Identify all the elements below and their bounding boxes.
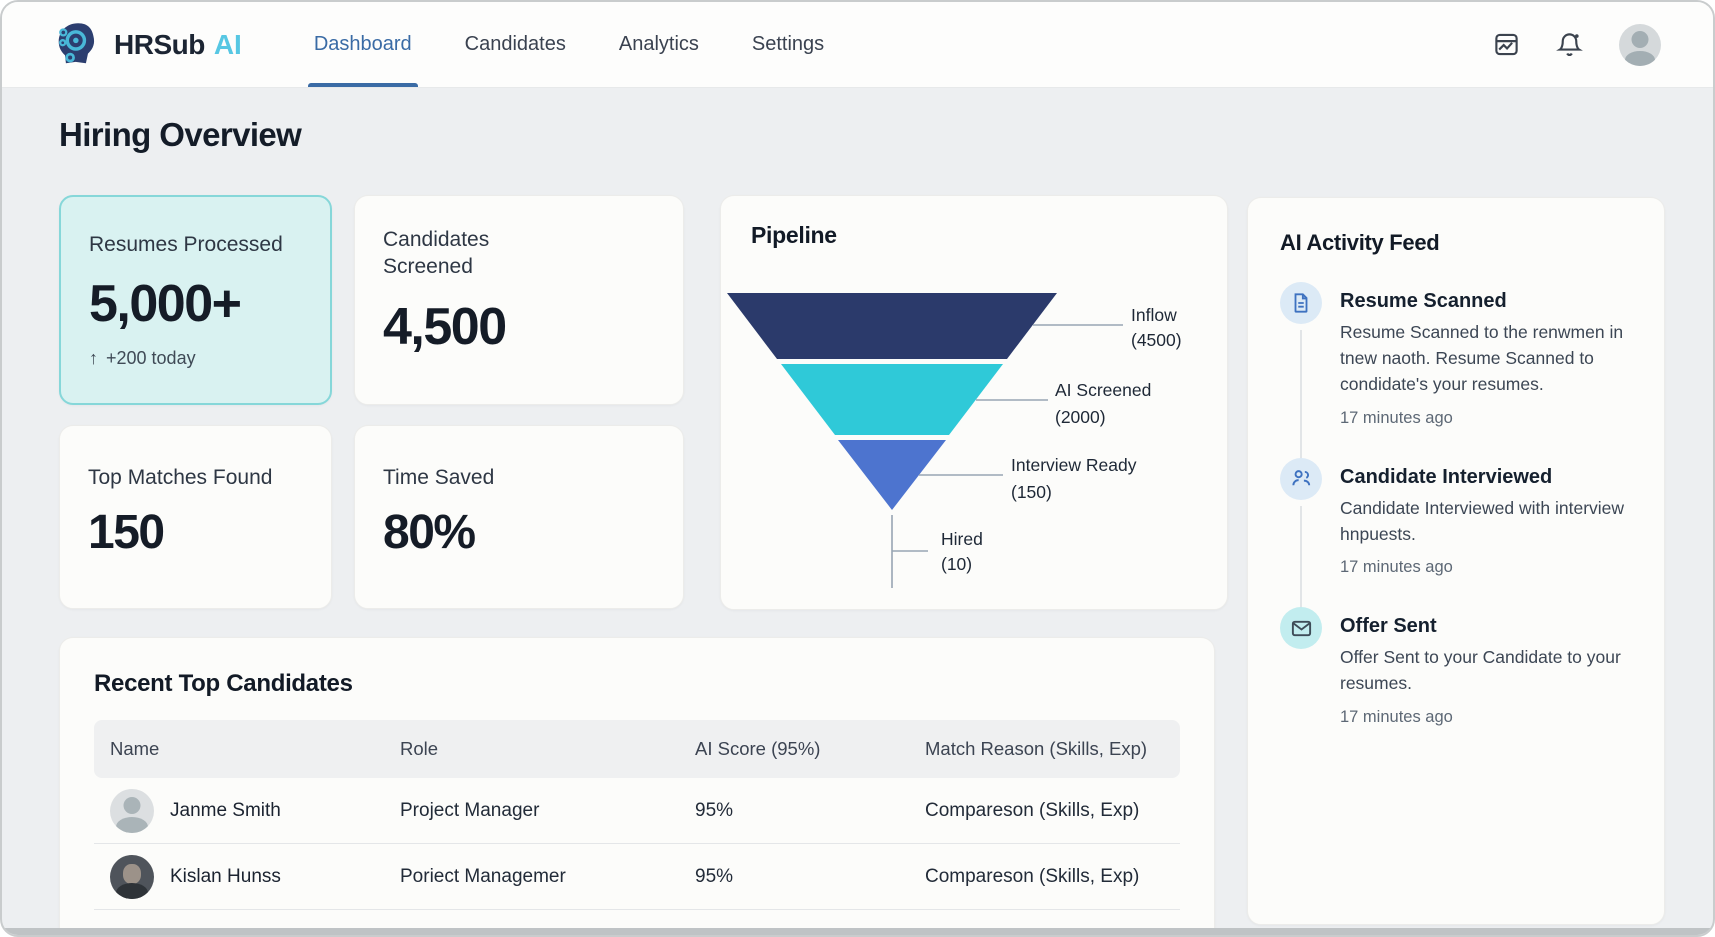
image-icon[interactable] xyxy=(1493,31,1520,58)
feed-item-resume-scanned[interactable]: Resume Scanned Resume Scanned to the ren… xyxy=(1280,282,1632,494)
funnel-stage-inflow[interactable] xyxy=(727,293,1057,359)
feed-item-candidate-interviewed[interactable]: Candidate Interviewed Candidate Intervie… xyxy=(1280,457,1632,644)
feed-item-offer-sent[interactable]: Offer Sent Offer Sent to your Candidate … xyxy=(1280,607,1632,757)
candidate-reason: Compareson (Skills, Exp) xyxy=(925,865,1140,887)
pipeline-card: Pipeline Inflow (4500) AI Screened (2000… xyxy=(720,195,1228,610)
stat-delta-text: +200 today xyxy=(106,348,196,369)
candidate-name: Kislan Hunss xyxy=(170,865,281,887)
feed-item-timestamp: 17 minutes ago xyxy=(1340,408,1453,427)
bell-icon[interactable] xyxy=(1556,31,1583,58)
stat-card-top-matches[interactable]: Top Matches Found 150 xyxy=(59,425,332,609)
funnel-value-inflow: (4500) xyxy=(1131,330,1182,350)
mail-icon xyxy=(1280,607,1322,650)
nav-tab-settings[interactable]: Settings xyxy=(751,33,825,55)
nav-tab-candidates[interactable]: Candidates xyxy=(464,33,566,55)
trend-up-icon: ↑ xyxy=(89,348,98,369)
nav-right xyxy=(1493,23,1661,66)
feed-item-description: Offer Sent to your Candidate to your res… xyxy=(1340,647,1621,694)
top-nav: HRSub AI Dashboard Candidates Analytics S… xyxy=(2,2,1713,88)
funnel-label-hired: Hired xyxy=(941,529,983,549)
candidate-avatar xyxy=(110,854,154,899)
brand-suffix-text: AI xyxy=(213,28,242,60)
funnel-stage-interview-ready[interactable] xyxy=(838,440,946,510)
activity-feed-card: AI Activity Feed Resume Scanned Resume S… xyxy=(1247,197,1665,925)
funnel-label-inflow: Inflow xyxy=(1131,305,1177,325)
stat-value: 4,500 xyxy=(383,297,507,356)
stat-value: 150 xyxy=(88,506,165,560)
main-nav: Dashboard Candidates Analytics Settings xyxy=(307,2,825,87)
candidate-role: Project Manager xyxy=(400,799,540,821)
stat-value: 5,000+ xyxy=(89,275,242,334)
pipeline-title: Pipeline xyxy=(751,222,837,248)
candidate-name: Janme Smith xyxy=(170,799,281,821)
funnel-label-interview-ready: Interview Ready xyxy=(1011,455,1137,475)
page-title: Hiring Overview xyxy=(59,116,302,153)
funnel-label-ai-screened: AI Screened xyxy=(1055,380,1151,400)
brand-logo-icon xyxy=(58,22,95,63)
stat-value: 80% xyxy=(383,506,476,560)
activity-feed-title: AI Activity Feed xyxy=(1280,230,1440,255)
stat-label: Resumes Processed xyxy=(89,233,283,256)
feed-item-timestamp: 17 minutes ago xyxy=(1340,708,1453,727)
feed-item-title: Candidate Interviewed xyxy=(1340,465,1553,488)
funnel-value-hired: (10) xyxy=(941,554,972,574)
candidate-reason: Compareson (Skills, Exp) xyxy=(925,799,1140,821)
feed-item-title: Offer Sent xyxy=(1340,615,1437,638)
candidate-avatar xyxy=(110,788,154,833)
stat-label: Time Saved xyxy=(383,466,495,489)
stat-delta: ↑ +200 today xyxy=(89,348,302,369)
candidate-score: 95% xyxy=(695,865,734,887)
document-icon xyxy=(1280,282,1322,324)
column-header-name: Name xyxy=(110,738,160,759)
column-header-reason: Match Reason (Skills, Exp) xyxy=(925,738,1148,759)
stat-label: Candidates Screened xyxy=(383,228,490,279)
users-icon xyxy=(1280,457,1322,500)
brand[interactable]: HRSub AI xyxy=(54,21,242,69)
stat-label: Top Matches Found xyxy=(88,466,273,489)
stat-card-candidates-screened[interactable]: Candidates Screened 4,500 xyxy=(354,195,684,405)
recent-candidates-card: Recent Top Candidates Name Role AI Score… xyxy=(59,637,1215,935)
funnel-value-interview-ready: (150) xyxy=(1011,482,1052,502)
table-row[interactable]: Kislan Hunss Poriect Managemer 95% Compa… xyxy=(94,844,1180,910)
stat-card-resumes-processed[interactable]: Resumes Processed 5,000+ ↑ +200 today xyxy=(59,195,332,405)
nav-tab-analytics[interactable]: Analytics xyxy=(618,33,699,55)
window-bottom-edge xyxy=(2,928,1713,935)
funnel-stage-ai-screened[interactable] xyxy=(781,364,1003,435)
stat-card-time-saved[interactable]: Time Saved 80% xyxy=(354,425,684,609)
column-header-role: Role xyxy=(400,738,439,759)
table-header-row: Name Role AI Score (95%) Match Reason (S… xyxy=(94,720,1180,778)
candidate-score: 95% xyxy=(695,799,734,821)
activity-feed-list: Resume Scanned Resume Scanned to the ren… xyxy=(1280,282,1632,757)
nav-tab-dashboard[interactable]: Dashboard xyxy=(307,2,418,87)
candidate-role: Poriect Managemer xyxy=(400,865,566,887)
pipeline-funnel-chart: Inflow (4500) AI Screened (2000) Intervi… xyxy=(727,293,1182,588)
feed-item-timestamp: 17 minutes ago xyxy=(1340,558,1453,577)
column-header-score: AI Score (95%) xyxy=(695,738,821,759)
recent-candidates-title: Recent Top Candidates xyxy=(94,670,353,697)
feed-item-description: Candidate Interviewed with interview hnp… xyxy=(1340,497,1625,544)
user-avatar[interactable] xyxy=(1619,23,1661,66)
funnel-value-ai-screened: (2000) xyxy=(1055,407,1106,427)
feed-item-description: Resume Scanned to the renwmen in tnew na… xyxy=(1340,322,1624,394)
brand-name: HRSub AI xyxy=(114,29,242,61)
table-row[interactable]: Janme Smith Project Manager 95% Compares… xyxy=(94,778,1180,844)
brand-name-text: HRSub xyxy=(114,28,205,60)
feed-item-title: Resume Scanned xyxy=(1340,290,1507,312)
